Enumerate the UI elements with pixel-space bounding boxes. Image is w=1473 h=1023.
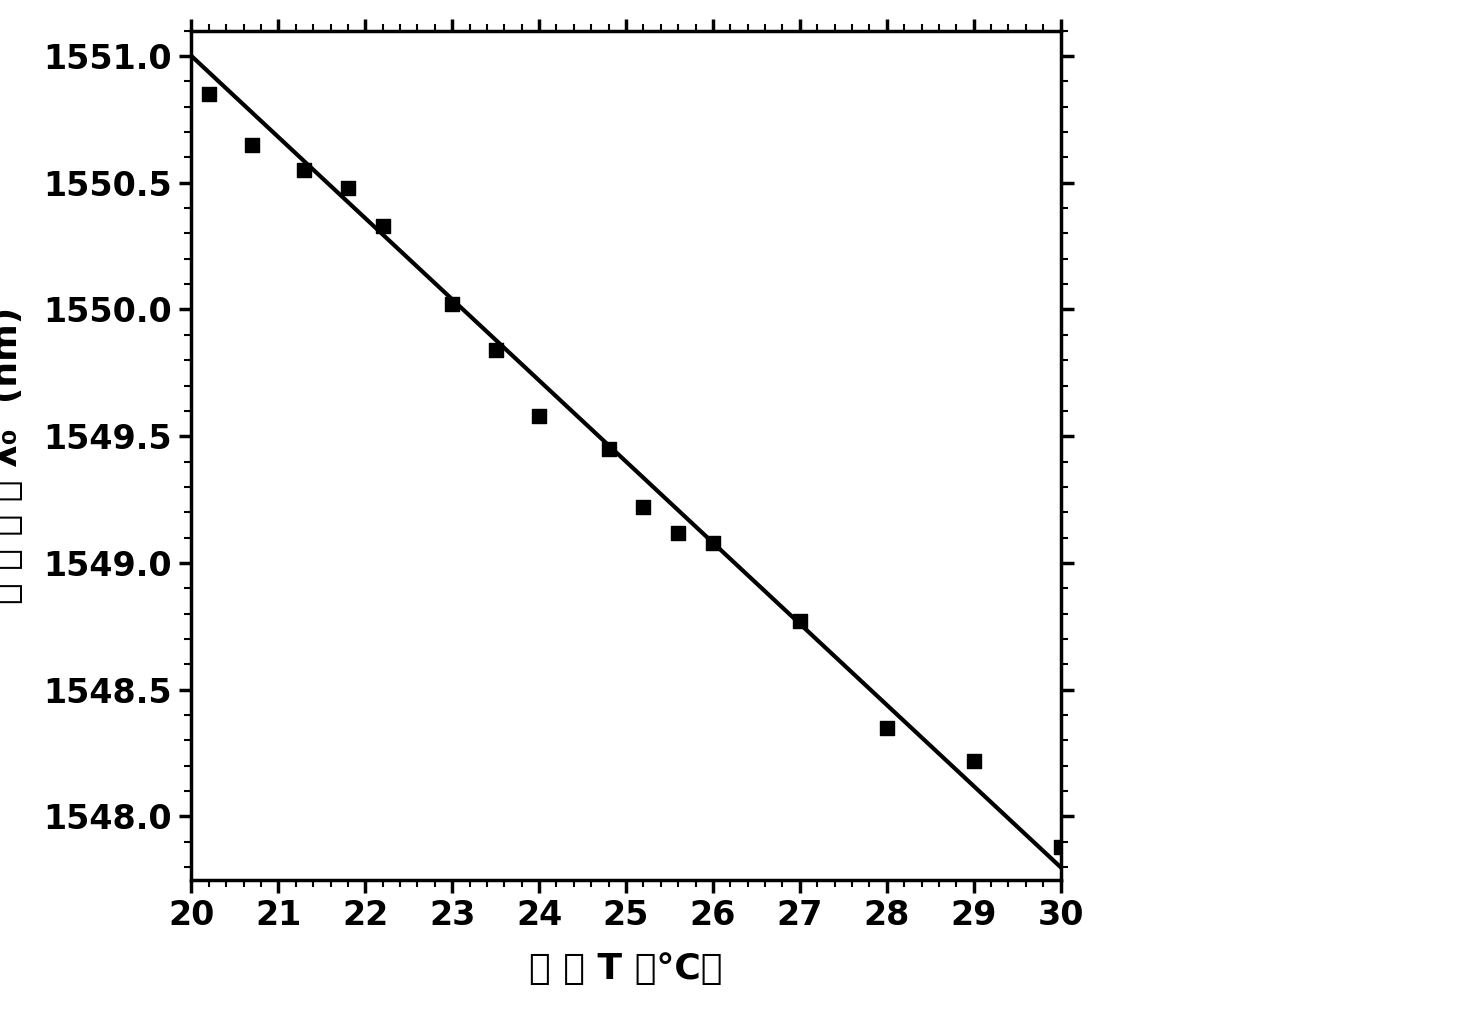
Y-axis label: 中 心 波 长 λ₀  (nm): 中 心 波 长 λ₀ (nm): [0, 307, 24, 604]
X-axis label: 温 度 T （°C）: 温 度 T （°C）: [529, 951, 723, 986]
Point: [1049, 839, 1072, 855]
Point: [483, 342, 507, 358]
Point: [597, 441, 620, 457]
Point: [962, 753, 985, 769]
Point: [440, 297, 464, 313]
Point: [293, 162, 317, 178]
Point: [666, 525, 689, 541]
Point: [632, 499, 655, 516]
Point: [240, 136, 264, 152]
Point: [197, 86, 221, 102]
Point: [875, 719, 899, 736]
Point: [701, 534, 725, 550]
Point: [527, 408, 551, 425]
Point: [788, 613, 812, 629]
Point: [336, 180, 359, 196]
Point: [371, 218, 395, 234]
